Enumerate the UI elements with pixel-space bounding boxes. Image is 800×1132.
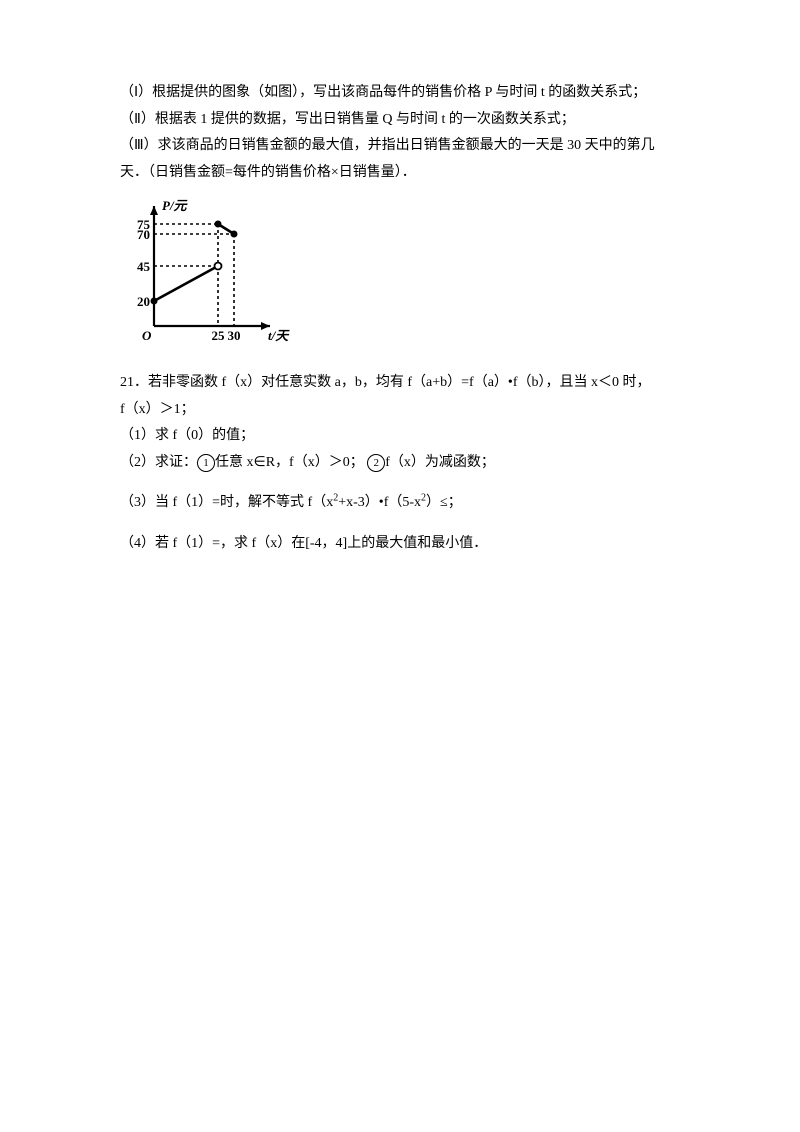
q21-p1: （1）求 f（0）的值；: [120, 423, 740, 450]
svg-text:O: O: [142, 328, 152, 343]
circled-1-icon: 1: [197, 454, 215, 472]
q21-stem1: 21．若非零函数 f（x）对任意实数 a，b，均有 f（a+b）=f（a）•f（…: [120, 370, 740, 397]
circled-2-icon: 2: [367, 454, 385, 472]
svg-text:25: 25: [212, 328, 226, 343]
svg-text:70: 70: [137, 227, 150, 242]
q21-p3-mid: +x-3）•f（5-x: [338, 495, 421, 510]
q21-p2b: 任意 x∈R，f（x）＞0；: [215, 455, 367, 470]
q20-part3a: （Ⅲ）求该商品的日销售金额的最大值，并指出日销售金额最大的一天是 30 天中的第…: [120, 133, 740, 160]
q21-p2: （2）求证：1任意 x∈R，f（x）＞0； 2f（x）为减函数；: [120, 450, 740, 477]
price-time-chart: P/元t/天O757045202530: [120, 196, 740, 362]
q20-part3b: 天．（日销售金额=每件的销售价格×日销售量）．: [120, 160, 740, 187]
q21-p3-post: ）≤；: [426, 495, 462, 510]
q21-p2c: f（x）为减函数；: [385, 455, 495, 470]
svg-text:45: 45: [137, 259, 151, 274]
q20-part1: （Ⅰ）根据提供的图象（如图），写出该商品每件的销售价格 P 与时间 t 的函数关…: [120, 80, 740, 107]
q21-p2a: （2）求证：: [120, 455, 197, 470]
svg-text:30: 30: [228, 328, 241, 343]
q21-p4: （4）若 f（1）=，求 f（x）在[-4，4]上的最大值和最小值．: [120, 531, 740, 558]
q21-p3: （3）当 f（1）=时，解不等式 f（x2+x-3）•f（5-x2）≤；: [120, 490, 740, 517]
svg-text:t/天: t/天: [268, 328, 290, 343]
q21-stem2: f（x）＞1；: [120, 397, 740, 424]
q21-p3-pre: （3）当 f（1）=时，解不等式 f（x: [120, 495, 333, 510]
q20-part2: （Ⅱ）根据表 1 提供的数据，写出日销售量 Q 与时间 t 的一次函数关系式；: [120, 107, 740, 134]
svg-text:20: 20: [137, 294, 150, 309]
svg-text:P/元: P/元: [162, 198, 189, 213]
